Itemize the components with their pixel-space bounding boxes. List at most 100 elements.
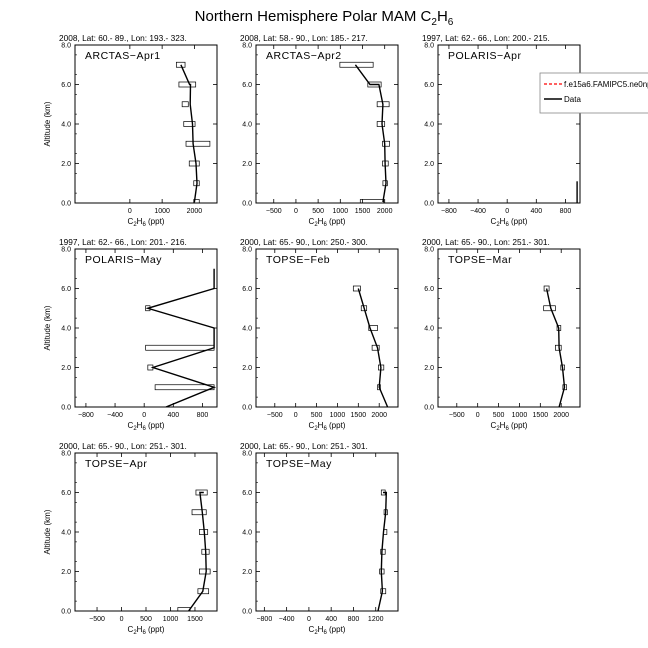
x-axis-label-part: 6 <box>323 630 327 636</box>
y-tick-label: 2.0 <box>242 569 252 576</box>
x-axis-label-part: C <box>491 217 497 226</box>
data-range-bar <box>368 325 378 331</box>
x-tick-label: 2000 <box>371 412 387 419</box>
y-tick-label: 2.0 <box>424 161 434 168</box>
x-tick-label: 500 <box>493 412 505 419</box>
panel-subtitle: 1997, Lat: 62.- 66., Lon: 200.- 215. <box>422 33 550 43</box>
y-tick-label: 8.0 <box>61 247 71 254</box>
x-tick-label: 0 <box>120 616 124 623</box>
y-tick-label: 2.0 <box>242 365 252 372</box>
x-tick-label: 0 <box>294 208 298 215</box>
x-axis-label-part: H <box>137 625 143 634</box>
x-tick-label: 0 <box>476 412 480 419</box>
y-tick-label: 0.0 <box>61 405 71 412</box>
panel-1: 2008, Lat: 60.- 89., Lon: 193.- 323. ARCT… <box>43 33 218 228</box>
x-axis-label-part: 2 <box>133 426 137 432</box>
x-axis-label: C2H6 (ppt) <box>128 217 165 228</box>
y-tick-label: 4.0 <box>242 530 252 537</box>
x-tick-label: 1200 <box>368 616 384 623</box>
y-tick-label: 4.0 <box>61 326 71 333</box>
y-tick-label: 2.0 <box>424 365 434 372</box>
x-axis-label-part: 2 <box>133 222 137 228</box>
series-line-data <box>377 491 388 611</box>
plot-frame <box>74 44 218 204</box>
x-tick-label: 1500 <box>351 412 367 419</box>
campaign-label: TOPSE−Apr <box>85 458 147 470</box>
data-range-bar <box>154 384 215 391</box>
data-range-bar <box>175 61 186 68</box>
x-axis-label-part: H <box>137 421 143 430</box>
y-tick-label: 4.0 <box>61 530 71 537</box>
data-range-bar <box>185 140 211 147</box>
x-tick-label: 400 <box>530 208 542 215</box>
x-axis-label: C2H6 (ppt) <box>491 421 528 432</box>
plot-area <box>377 489 388 611</box>
data-range-bar <box>352 285 361 292</box>
x-axis-label-part: 6 <box>323 426 327 432</box>
panel-subtitle: 2000, Lat: 65.- 90., Lon: 251.- 301. <box>422 237 550 247</box>
x-axis-label-part: C <box>309 421 315 430</box>
series-line-data <box>180 64 198 203</box>
y-axis-label: Altitude (km) <box>43 305 52 350</box>
data-range-bar <box>183 121 196 127</box>
campaign-label: TOPSE−Mar <box>448 254 512 266</box>
panel-7: 2000, Lat: 65.- 90., Lon: 251.- 301. TOPS… <box>43 441 218 636</box>
x-tick-label: 1000 <box>512 412 528 419</box>
data-range-bar <box>376 121 386 127</box>
x-axis-label-part: 6 <box>142 630 146 636</box>
data-range-bar <box>367 81 382 88</box>
x-tick-label: 800 <box>197 412 209 419</box>
x-tick-label: 800 <box>560 208 572 215</box>
x-tick-label: −800 <box>441 208 457 215</box>
y-tick-label: 6.0 <box>242 490 252 497</box>
x-tick-label: −500 <box>89 616 105 623</box>
data-range-bar <box>191 509 207 516</box>
panel-subtitle: 1997, Lat: 62.- 66., Lon: 201.- 216. <box>59 237 187 247</box>
x-axis-label-part: C <box>309 625 315 634</box>
x-axis-label-part: H <box>318 421 324 430</box>
x-tick-label: −800 <box>78 412 94 419</box>
panel-2: 2008, Lat: 58.- 90., Lon: 185.- 217. ARCT… <box>240 33 399 228</box>
x-axis-label-part: H <box>318 217 324 226</box>
x-axis-label: C2H6 (ppt) <box>491 217 528 228</box>
x-axis-label-part: H <box>318 625 324 634</box>
x-axis-label: C2H6 (ppt) <box>309 217 346 228</box>
plot-area <box>145 268 217 407</box>
y-tick-label: 4.0 <box>424 326 434 333</box>
x-tick-label: 1500 <box>533 412 549 419</box>
x-tick-label: 500 <box>140 616 152 623</box>
campaign-label: ARCTAS−Apr1 <box>85 50 161 62</box>
plot-area <box>352 285 389 407</box>
data-range-bar <box>199 568 211 575</box>
x-axis-label: C2H6 (ppt) <box>309 421 346 432</box>
x-axis-label-part: C <box>128 421 134 430</box>
x-axis-label-part: (ppt) <box>509 421 528 430</box>
plot-frame <box>437 44 581 204</box>
data-range-bar <box>195 489 208 496</box>
y-axis-label: Altitude (km) <box>43 509 52 554</box>
data-range-bar <box>193 199 200 203</box>
data-range-bar <box>543 305 556 312</box>
y-tick-label: 0.0 <box>424 201 434 208</box>
campaign-label: POLARIS−Apr <box>448 50 522 62</box>
panel-subtitle: 2000, Lat: 65.- 90., Lon: 251.- 301. <box>59 441 187 451</box>
y-tick-label: 4.0 <box>242 326 252 333</box>
y-tick-label: 6.0 <box>61 82 71 89</box>
x-axis-label-part: (ppt) <box>146 421 165 430</box>
x-tick-label: −500 <box>266 208 282 215</box>
y-tick-label: 6.0 <box>242 82 252 89</box>
x-tick-label: 0 <box>307 616 311 623</box>
data-range-bar <box>380 588 387 595</box>
x-tick-label: −500 <box>267 412 283 419</box>
x-axis-label-part: 2 <box>314 630 318 636</box>
y-tick-label: 0.0 <box>242 405 252 412</box>
series-line-data <box>545 288 566 407</box>
plot-frame <box>255 452 399 612</box>
x-axis-label-part: (ppt) <box>146 625 165 634</box>
x-tick-label: 1000 <box>163 616 179 623</box>
x-axis-label-part: C <box>309 217 315 226</box>
x-axis-label-part: C <box>491 421 497 430</box>
data-range-bar <box>359 199 385 203</box>
figure-title: Northern Hemisphere Polar MAM C2H6 <box>194 8 454 28</box>
